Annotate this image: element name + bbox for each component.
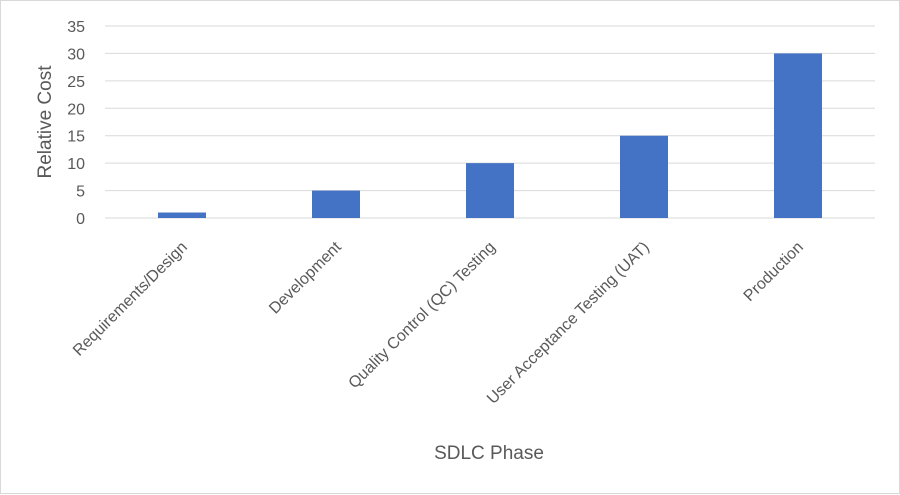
x-axis-title: SDLC Phase	[434, 443, 544, 464]
bar	[466, 163, 514, 218]
x-tick-label: Production	[741, 239, 807, 305]
y-tick-label: 10	[67, 156, 85, 173]
y-tick-label: 25	[67, 74, 85, 91]
x-tick-label: Quality Control (QC) Testing	[346, 239, 499, 392]
bar	[774, 53, 822, 218]
bar	[158, 212, 206, 218]
bars	[158, 53, 822, 218]
x-tick-label: Requirements/Design	[70, 239, 191, 360]
bar	[312, 190, 360, 218]
y-tick-label: 20	[67, 101, 85, 118]
y-tick-label: 5	[76, 184, 85, 201]
y-axis-title: Relative Cost	[35, 65, 56, 179]
y-tick-label: 15	[67, 129, 85, 146]
x-axis-ticks: Requirements/Design Development Quality Co…	[70, 238, 807, 407]
bar	[620, 135, 668, 218]
y-tick-label: 35	[67, 19, 85, 36]
x-tick-label: User Acceptance Testing (UAT)	[484, 239, 653, 408]
x-tick-label: Development	[266, 238, 345, 317]
y-tick-label: 0	[76, 211, 85, 228]
y-axis-ticks: 0 5 10 15 20 25 30 35	[67, 19, 85, 228]
y-tick-label: 30	[67, 46, 85, 63]
